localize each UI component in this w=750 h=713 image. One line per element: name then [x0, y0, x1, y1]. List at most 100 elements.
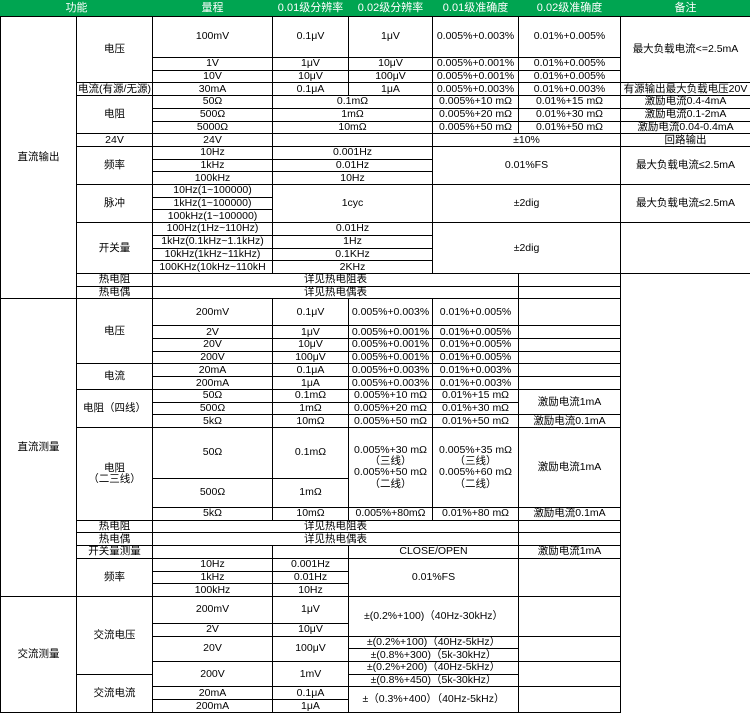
cell-acc02: 0.01%+0.005%	[432, 338, 519, 352]
cell-acc01: 0.005%+0.001%	[348, 338, 433, 352]
cell-accuracy: 0.01%FS	[432, 145, 621, 186]
cell-remark: 有源输出最大负载电压20V	[620, 82, 750, 97]
cell-res01: 100μV	[272, 350, 349, 365]
cell-acc02: 0.005%+35 mΩ （三线） 0.005%+60 mΩ （二线）	[432, 426, 519, 508]
cell-acc02: 0.01%+0.005%	[432, 325, 519, 340]
function-label: 脉冲	[76, 184, 153, 224]
function-label: 电阻 （二三线）	[76, 426, 153, 521]
table-row: 5000Ω 10mΩ 0.005%+50 mΩ 0.01%+50 mΩ 激励电流…	[1, 120, 750, 135]
function-label: 开关量	[76, 222, 153, 274]
table-row: 200V 1mV ±(0.2%+200)（40Hz-5kHz）	[1, 661, 750, 688]
cell-acc02: 0.01%+0.005%	[432, 298, 519, 327]
cell-res02: 10μV	[348, 57, 433, 71]
header-resolution-001: 0.01级分辨率	[272, 0, 349, 17]
cell-range: 100mV	[152, 16, 273, 58]
cell-acc02: 0.01%+15 mΩ	[432, 388, 519, 403]
cell-acc02: 0.01%+80 mΩ	[432, 506, 519, 521]
cell-remark	[518, 325, 621, 340]
cell-range: 20V	[152, 338, 273, 352]
cell-remark: 激励电流0.04-0.4mA	[620, 120, 750, 135]
cell-remark: 最大负载电流<=2.5mA	[620, 15, 750, 84]
cell-remark	[518, 519, 621, 534]
cell-range: 1V	[152, 57, 273, 71]
cell-range: 200mV	[152, 595, 273, 624]
cell-remark: 激励电流1mA	[518, 426, 621, 508]
cell-acc02: 0.01%+30 mΩ	[518, 107, 621, 122]
cell-range: 100kHz(1~100000)	[152, 209, 273, 224]
cell-range: 500Ω	[152, 107, 273, 122]
function-label: 交流电流	[76, 673, 153, 713]
function-label: 频率	[76, 145, 153, 186]
cell-range: 1kHz	[152, 158, 273, 173]
cell-remark	[518, 661, 621, 688]
cell-span-note: 详见热电阻表	[152, 519, 519, 534]
cell-res01: 0.1μA	[272, 82, 349, 97]
header-range: 量程	[152, 0, 273, 17]
cell-resolution: 10Hz	[272, 171, 433, 186]
cell-accuracy-b: ±(0.8%+300)（5k-30kHz）	[348, 648, 519, 663]
table-row: 10kHz(1kHz~11kHz) 0.1KHz	[1, 247, 750, 262]
cell-accuracy: 0.01%FS	[348, 557, 519, 597]
cell-accuracy: CLOSE/OPEN	[348, 545, 519, 559]
cell-res01: 10mΩ	[272, 414, 349, 428]
section-label-dc-measure: 直流测量	[0, 298, 77, 597]
cell-acc02: 0.01%+15 mΩ	[518, 95, 621, 109]
function-label: 热电阻	[76, 272, 153, 287]
cell-resolution: 1Hz	[272, 234, 433, 249]
cell-range: 200mV	[152, 298, 273, 327]
function-label-line1: 电阻	[104, 461, 125, 474]
cell-remark	[518, 363, 621, 378]
cell-acc01: 0.005%+0.003%	[348, 298, 433, 327]
cell-acc01: 0.005%+0.001%	[348, 350, 433, 365]
cell-remark	[518, 272, 621, 287]
cell-range: 100KHz(10kHz~110kH	[152, 260, 273, 274]
function-label: 电流(有源/无源)	[76, 82, 153, 97]
table-row: 开关量测量 CLOSE/OPEN 激励电流1mA	[1, 545, 750, 559]
cell-remark	[518, 686, 621, 713]
cell-acc01: 0.005%+0.003%	[348, 376, 433, 390]
cell-range: 20mA	[152, 686, 273, 701]
function-label: 电阻（四线）	[76, 388, 153, 428]
cell-range: 1kHz(1~100000)	[152, 196, 273, 211]
cell-remark	[518, 635, 621, 663]
cell-range: 500Ω	[152, 401, 273, 416]
cell-acc01: 0.005%+0.001%	[432, 57, 519, 71]
cell-acc02: 0.01%+0.003%	[432, 363, 519, 378]
cell-acc02: 0.01%+50 mΩ	[518, 120, 621, 135]
cell-accuracy: ±2dig	[432, 222, 621, 274]
table-row: 热电偶 详见热电偶表	[1, 285, 750, 300]
cell-acc02: 0.01%+0.003%	[518, 82, 621, 97]
header-resolution-002: 0.02级分辨率	[348, 0, 433, 17]
cell-res01: 0.1mΩ	[272, 426, 349, 479]
cell-res01: 0.01Hz	[272, 570, 349, 585]
cell-res01: 0.1mΩ	[272, 388, 349, 403]
cell-res02: 1μA	[348, 82, 433, 97]
cell-span-note: 详见热电偶表	[152, 532, 519, 547]
cell-range: 20V	[152, 635, 273, 663]
table-row: 500Ω 1mΩ 0.005%+20 mΩ 0.01%+30 mΩ	[1, 401, 750, 416]
cell-resolution: 2KHz	[272, 260, 433, 274]
cell-acc02: 0.01%+30 mΩ	[432, 401, 519, 416]
cell-range: 2V	[152, 622, 273, 637]
cell-remark: 最大负载电流≤2.5mA	[620, 145, 750, 186]
cell-range: 200mA	[152, 699, 273, 713]
cell-acc02: 0.01%+0.005%	[432, 350, 519, 365]
cell-range: 1kHz	[152, 570, 273, 585]
cell-range: 5kΩ	[152, 414, 273, 428]
function-label: 电阻	[76, 95, 153, 135]
cell-res01: 10Hz	[272, 583, 349, 597]
cell-range: 200V	[152, 350, 273, 365]
cell-range: 1kHz(0.1kHz~1.1kHz)	[152, 234, 273, 249]
cell-remark	[518, 376, 621, 390]
cell-range: 100kHz	[152, 171, 273, 186]
cell-res01: 0.1μA	[272, 363, 349, 378]
table-row: 200mA 1μA	[1, 699, 750, 713]
table-row: 交流电流 ±(0.8%+450)（5k-30kHz）	[1, 673, 750, 713]
cell-acc01: 0.005%+0.003%	[432, 82, 519, 97]
cell-res01: 1μV	[272, 595, 349, 624]
cell-resolution: 0.01Hz	[272, 222, 433, 236]
table-row: 频率 10Hz 0.001Hz 0.01%FS 最大负载电流≤2.5mA	[1, 145, 750, 186]
cell-range: 50Ω	[152, 95, 273, 109]
cell-res01	[272, 545, 349, 559]
cell-range: 2V	[152, 325, 273, 340]
